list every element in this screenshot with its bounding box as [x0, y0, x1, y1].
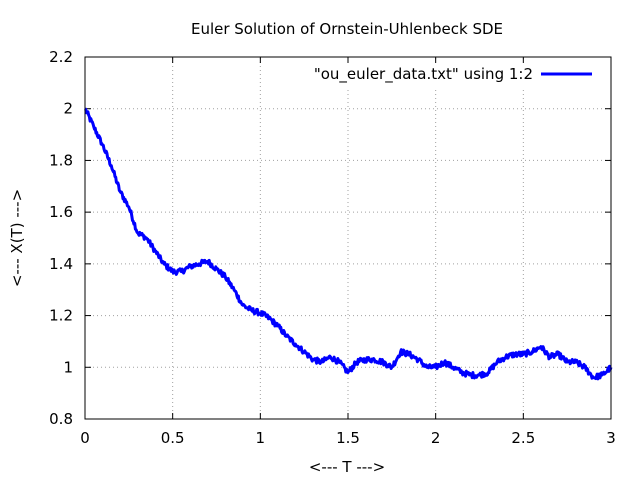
y-tick-label: 2: [63, 100, 73, 118]
x-tick-label: 0.5: [161, 429, 185, 447]
y-tick-label: 1: [63, 358, 73, 376]
chart-title: Euler Solution of Ornstein-Uhlenbeck SDE: [191, 20, 503, 38]
y-tick-label: 2.2: [49, 48, 73, 66]
x-tick-label: 1: [256, 429, 266, 447]
y-tick-label: 1.8: [49, 151, 73, 169]
y-tick-label: 0.8: [49, 410, 73, 428]
legend-entry-label: "ou_euler_data.txt" using 1:2: [314, 65, 533, 84]
y-axis-label: <--- X(T) --->: [8, 189, 26, 287]
x-tick-label: 0: [80, 429, 90, 447]
x-tick-label: 2: [431, 429, 441, 447]
x-axis-label: <--- T --->: [309, 458, 385, 476]
x-tick-label: 2.5: [511, 429, 535, 447]
series-line: [84, 107, 613, 381]
plot-frame: [84, 56, 612, 420]
y-tick-label: 1.6: [49, 203, 73, 221]
y-tick-label: 1.2: [49, 307, 73, 325]
legend: "ou_euler_data.txt" using 1:2: [314, 65, 592, 84]
y-tick-label: 1.4: [49, 255, 73, 273]
x-tick-label: 3: [606, 429, 616, 447]
x-tick-label: 1.5: [336, 429, 360, 447]
